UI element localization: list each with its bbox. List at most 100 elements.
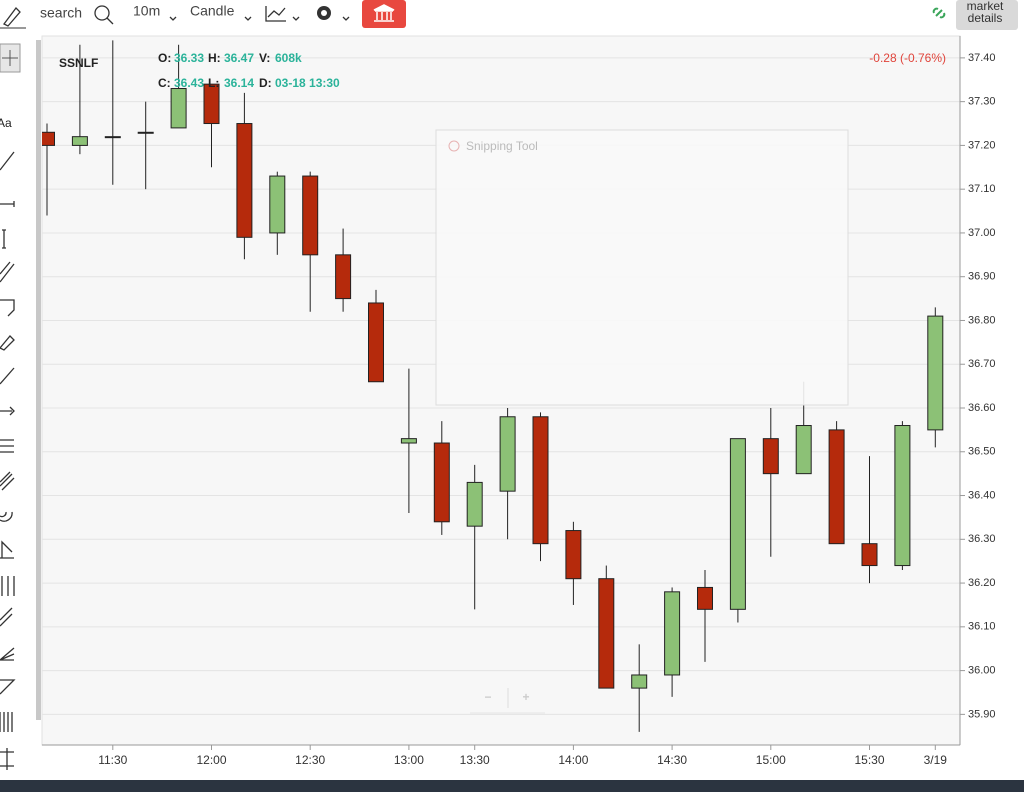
- snipping-tool-window: [435, 129, 849, 406]
- candle-body: [302, 175, 319, 256]
- ohlc-label: C:: [158, 76, 171, 90]
- x-tick-label: 13:00: [394, 753, 424, 767]
- x-tick-label: 12:30: [295, 753, 325, 767]
- candle-body: [729, 438, 746, 610]
- y-tick-label: 36.40: [968, 489, 996, 501]
- candle-body: [927, 315, 944, 431]
- x-tick-label: 14:30: [657, 753, 687, 767]
- market-details-label: details: [968, 11, 1003, 25]
- crosshair-icon: [2, 50, 18, 66]
- y-tick-label: 36.60: [968, 402, 996, 414]
- candle-body: [236, 123, 253, 238]
- y-tick-label: 36.20: [968, 577, 996, 589]
- search-icon[interactable]: [94, 5, 110, 21]
- candle-body: [532, 416, 549, 545]
- y-tick-label: 37.30: [968, 96, 996, 108]
- candle-body: [466, 481, 483, 527]
- settings-icon-hole: [321, 10, 327, 16]
- y-tick-label: 36.70: [968, 358, 996, 370]
- ohlc-value: 36.33: [174, 51, 204, 65]
- candle-body: [861, 543, 878, 567]
- x-tick-label: 3/19: [924, 753, 948, 767]
- search-label[interactable]: search: [40, 5, 82, 21]
- ohlc-value: 03-18 13:30: [275, 76, 340, 90]
- candle-body: [368, 302, 384, 383]
- y-tick-label: 36.00: [968, 665, 996, 677]
- tool-strip-scrollbar: [36, 40, 41, 720]
- candle-body: [42, 131, 55, 146]
- candle-body: [828, 429, 845, 545]
- y-tick-label: 36.50: [968, 446, 996, 458]
- x-tick-label: 15:00: [756, 753, 786, 767]
- x-tick-label: 14:00: [558, 753, 588, 767]
- x-tick-label: 13:30: [460, 753, 490, 767]
- search-icon-handle: [106, 17, 114, 25]
- draw-icon[interactable]: [3, 7, 21, 27]
- candle-body: [697, 586, 713, 610]
- chart-type-caret: [244, 16, 252, 21]
- candle-body: [433, 442, 450, 523]
- snipping-tool-title: Snipping Tool: [466, 139, 538, 153]
- bank-icon: [373, 4, 395, 22]
- chart-title: SSNLF: [59, 56, 98, 70]
- ohlc-label: L:: [208, 76, 219, 90]
- x-tick-label: 12:00: [196, 753, 226, 767]
- x-tick-label: 15:30: [854, 753, 884, 767]
- candle-body: [203, 83, 220, 125]
- candle-body: [598, 578, 615, 689]
- ohlc-value: 36.47: [224, 51, 254, 65]
- ohlc-label: H:: [208, 51, 221, 65]
- candle-body: [894, 425, 911, 567]
- change-label: -0.28 (-0.76%): [869, 51, 946, 65]
- ohlc-label: O:: [158, 51, 171, 65]
- candles: [42, 40, 944, 732]
- y-tick-label: 36.30: [968, 533, 996, 545]
- y-tick-label: 37.00: [968, 227, 996, 239]
- tool-strip: [0, 36, 36, 780]
- candle-body: [269, 175, 286, 234]
- tool-icons: [0, 151, 16, 770]
- y-tick-label: 37.20: [968, 139, 996, 151]
- ohlc-value: 36.43: [174, 76, 204, 90]
- x-tick-label: 11:30: [98, 753, 127, 767]
- y-tick-label: 37.40: [968, 52, 996, 64]
- candle-body: [762, 438, 779, 475]
- candle-body: [631, 674, 648, 689]
- bank-button[interactable]: [362, 0, 406, 28]
- y-tick-label: 37.10: [968, 183, 996, 195]
- indicators-caret: [292, 16, 300, 21]
- ohlc-label: V:: [259, 51, 270, 65]
- y-tick-label: 36.80: [968, 314, 996, 326]
- zoom-in-button[interactable]: +: [522, 690, 529, 704]
- candle-body: [170, 88, 187, 129]
- ohlc-label: D:: [259, 76, 272, 90]
- chart-type-select[interactable]: Candle: [190, 3, 235, 19]
- candle-body: [795, 425, 812, 475]
- zoom-out-button[interactable]: −: [484, 690, 491, 704]
- candle-body: [400, 438, 417, 444]
- candle-body: [664, 591, 681, 676]
- interval-select[interactable]: 10m: [133, 3, 160, 19]
- candle-body: [104, 136, 121, 139]
- taskbar: [0, 780, 1024, 792]
- toolbar: [0, 0, 1024, 30]
- y-tick-label: 36.10: [968, 621, 996, 633]
- candle-body: [565, 530, 582, 580]
- candle-body: [335, 254, 352, 300]
- y-tick-label: 36.90: [968, 271, 996, 283]
- candle-body: [71, 136, 88, 146]
- interval-caret: [169, 16, 177, 21]
- link-icon[interactable]: [932, 7, 946, 19]
- snipping-tool-icon: [448, 140, 460, 152]
- ohlc-value: 608k: [275, 51, 302, 65]
- market-details-button[interactable]: [956, 0, 1018, 30]
- ohlc-value: 36.14: [224, 76, 254, 90]
- text-tool[interactable]: Aa: [0, 116, 12, 130]
- indicators-icon[interactable]: [265, 6, 286, 22]
- y-tick-label: 35.90: [968, 708, 996, 720]
- candle-body: [499, 416, 516, 492]
- settings-caret: [342, 16, 350, 21]
- market-details-label: market: [967, 0, 1004, 13]
- candle-body: [137, 131, 154, 134]
